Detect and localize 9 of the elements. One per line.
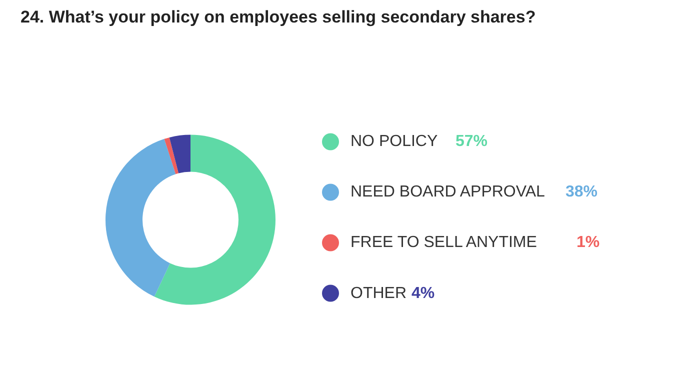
data-label: 4% (412, 284, 435, 302)
chart-title: 24. What’s your policy on employees selling secondary shares? (20, 8, 536, 26)
data-label: 38% (566, 184, 598, 201)
legend-label: NEED BOARD APPROVAL (350, 184, 546, 201)
legend-label: OTHER (350, 284, 406, 302)
legend-label: FREE TO SELL ANYTIME (350, 234, 537, 252)
legend-label: NO POLICY (350, 133, 438, 150)
data-label: 57% (456, 133, 488, 150)
data-label: 1% (576, 234, 600, 252)
